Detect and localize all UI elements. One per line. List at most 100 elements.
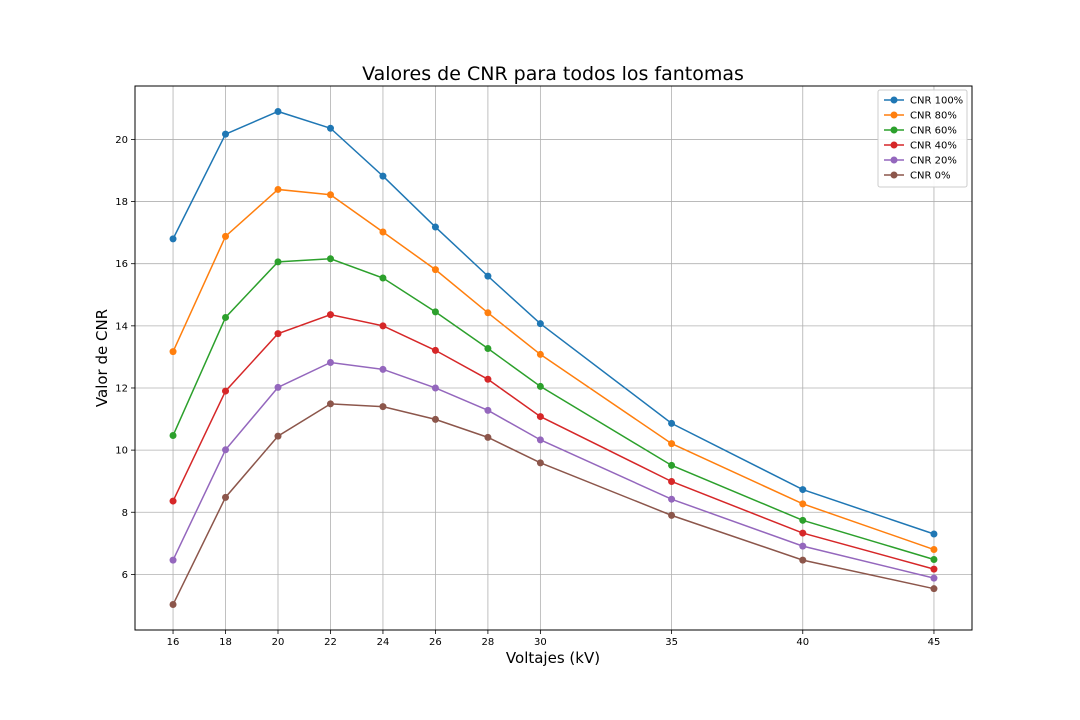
data-point [274,107,282,115]
data-point [668,495,676,503]
data-point [484,406,492,414]
legend-marker [890,141,898,149]
data-point [799,516,807,524]
legend-label: CNR 80% [910,111,957,122]
x-tick-label: 45 [928,637,941,648]
legend-marker [890,126,898,134]
data-point [169,601,177,609]
data-point [431,223,439,231]
data-point [536,459,544,467]
y-tick-label: 8 [122,508,128,519]
data-point [379,322,387,330]
legend-item: CNR 0% [884,171,950,182]
data-point [484,309,492,317]
data-point [379,274,387,282]
data-point [274,258,282,266]
data-point [169,348,177,356]
data-point [274,432,282,440]
legend-item: CNR 60% [884,126,957,137]
data-point [431,266,439,274]
plot-frame [134,85,973,631]
data-point [379,228,387,236]
legend: CNR 100% CNR 80% CNR 60% CNR 40% CNR 20% CNR … [877,89,968,188]
x-tick-label: 18 [219,637,232,648]
data-point [431,346,439,354]
data-point [668,511,676,519]
series-4 [169,359,938,582]
x-tick-label: 26 [429,637,442,648]
y-tick-label: 16 [115,259,128,270]
data-point [431,415,439,423]
data-point [169,556,177,564]
data-point [484,433,492,441]
data-point [431,384,439,392]
data-point [222,313,230,321]
data-point [799,542,807,550]
legend-label: CNR 20% [910,156,957,167]
data-point [536,382,544,390]
x-tick-label: 24 [377,637,390,648]
x-tick-label: 30 [534,637,547,648]
data-point [222,493,230,501]
legend-label: CNR 0% [910,171,950,182]
data-point [169,432,177,440]
data-point [222,387,230,395]
data-point [536,320,544,328]
legend-label: CNR 60% [910,126,957,137]
x-tick-label: 20 [272,637,285,648]
data-point [536,413,544,421]
legend-item: CNR 100% [884,96,963,107]
legend-marker [890,111,898,119]
x-tick-label: 22 [324,637,337,648]
data-point [668,440,676,448]
series-3 [169,311,938,573]
data-point [326,400,334,408]
legend-item: CNR 40% [884,141,957,152]
y-tick-label: 20 [115,135,128,146]
data-point [169,497,177,505]
y-tick-label: 6 [122,570,128,581]
data-point [169,235,177,243]
series-lines [169,107,938,609]
data-point [274,383,282,391]
data-point [799,556,807,564]
data-point [379,172,387,180]
legend-label: CNR 40% [910,141,957,152]
data-point [379,403,387,411]
data-point [379,365,387,373]
data-point [484,345,492,353]
x-tick-label: 35 [665,637,678,648]
data-point [326,359,334,367]
legend-marker [890,171,898,179]
data-point [326,311,334,319]
x-axis-label: Voltajes (kV) [506,649,600,667]
data-point [930,585,938,593]
y-tick-label: 12 [115,383,128,394]
data-point [536,350,544,358]
data-point [222,130,230,138]
data-point [536,436,544,444]
legend-label: CNR 100% [910,96,963,107]
data-point [930,565,938,573]
data-point [326,124,334,132]
y-axis-label: Valor de CNR [93,309,111,407]
data-point [274,185,282,193]
legend-item: CNR 80% [884,111,957,122]
data-point [222,232,230,240]
x-axis-ticks: 16 18 20 22 24 26 28 30 35 40 45 [167,630,941,648]
data-point [484,375,492,383]
data-point [930,574,938,582]
legend-marker [890,156,898,164]
data-point [668,461,676,469]
chart-title: Valores de CNR para todos los fantomas [362,63,744,85]
grid [135,86,972,630]
series-2 [169,255,938,563]
data-point [930,530,938,538]
series-5 [169,400,938,609]
data-point [799,486,807,494]
data-point [668,419,676,427]
x-tick-label: 28 [482,637,495,648]
series-0 [169,107,938,538]
y-tick-label: 18 [115,197,128,208]
